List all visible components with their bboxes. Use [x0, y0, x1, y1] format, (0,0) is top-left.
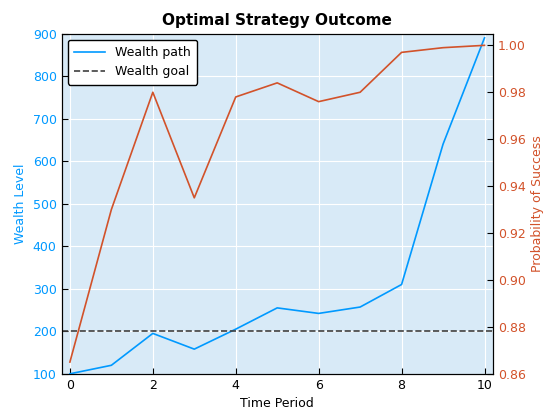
Wealth path — [232, 327, 239, 332]
Probability of Success — [191, 195, 198, 200]
Probability of Success — [357, 90, 363, 95]
Probability of Success — [274, 80, 281, 85]
Wealth path — [108, 363, 115, 368]
Wealth goal — [108, 329, 115, 334]
Wealth path — [440, 142, 446, 147]
Probability of Success — [440, 45, 446, 50]
Wealth goal — [67, 329, 73, 334]
Wealth path — [150, 331, 156, 336]
Wealth path — [481, 35, 488, 40]
Probability of Success — [232, 94, 239, 100]
Probability of Success — [150, 90, 156, 95]
Wealth path — [67, 371, 73, 376]
Wealth path — [398, 282, 405, 287]
Probability of Success — [67, 360, 73, 365]
Probability of Success — [481, 43, 488, 48]
Probability of Success — [108, 207, 115, 212]
Y-axis label: Wealth Level: Wealth Level — [14, 163, 27, 244]
Title: Optimal Strategy Outcome: Optimal Strategy Outcome — [162, 13, 392, 28]
Probability of Success — [398, 50, 405, 55]
Line: Probability of Success: Probability of Success — [70, 45, 484, 362]
Wealth path — [357, 304, 363, 310]
Wealth path — [315, 311, 322, 316]
Probability of Success — [315, 99, 322, 104]
Wealth path — [191, 346, 198, 352]
Legend: Wealth path, Wealth goal: Wealth path, Wealth goal — [68, 40, 197, 84]
Wealth path — [274, 305, 281, 310]
Line: Wealth path: Wealth path — [70, 38, 484, 374]
X-axis label: Time Period: Time Period — [240, 397, 314, 410]
Y-axis label: Probability of Success: Probability of Success — [531, 135, 544, 272]
